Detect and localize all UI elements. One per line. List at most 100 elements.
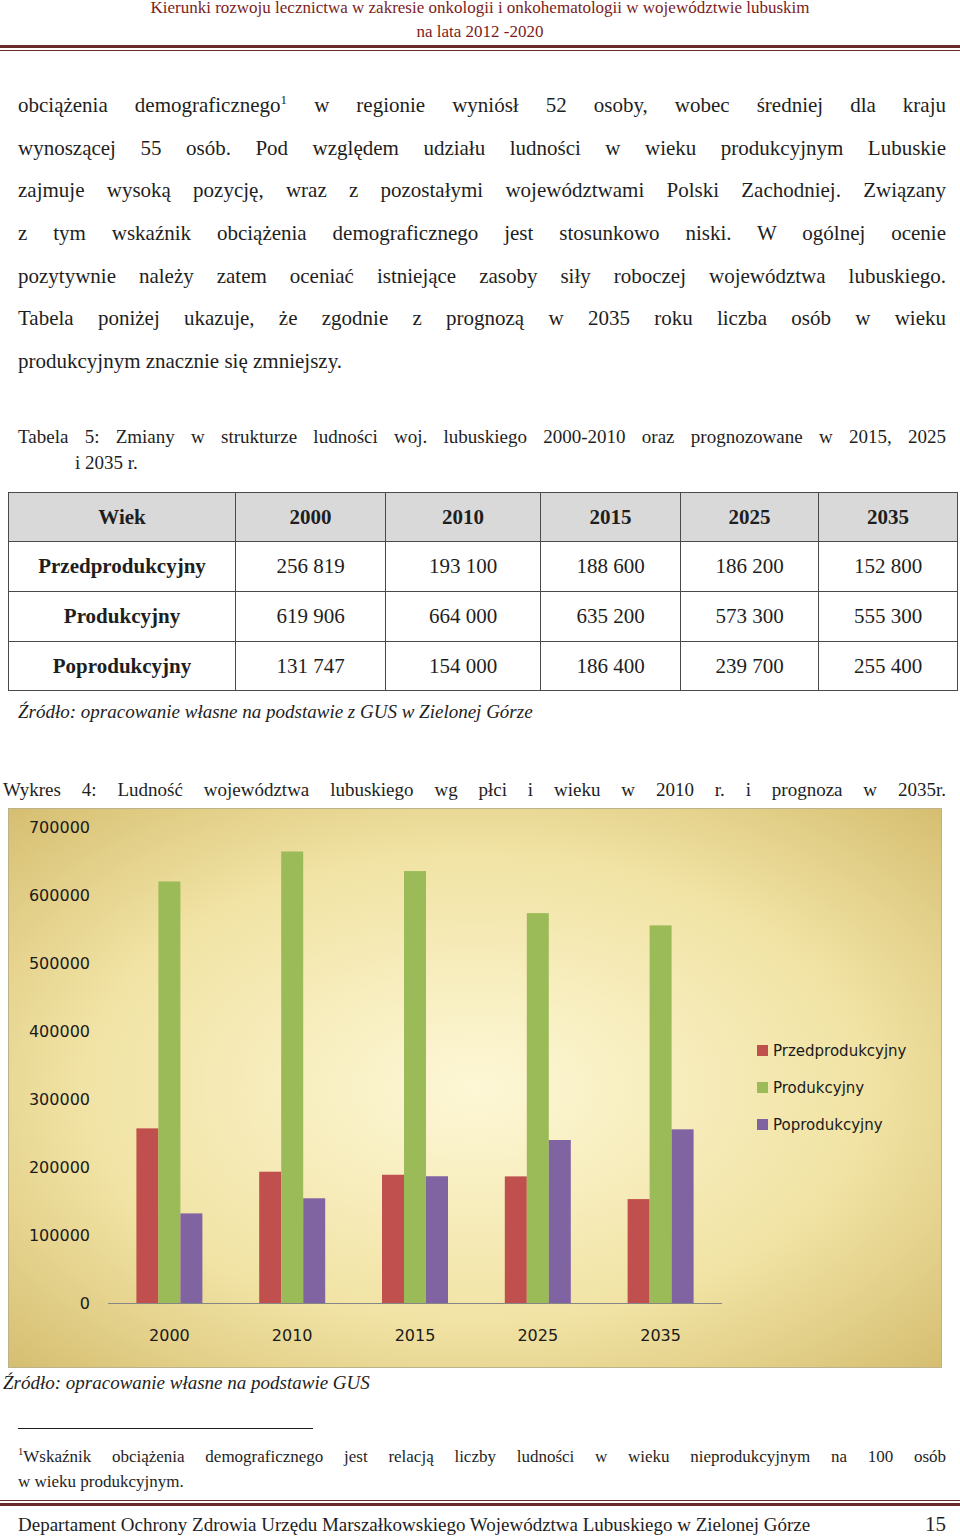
header-row: Wiek20002010201520252035 xyxy=(9,493,958,542)
y-tick-label: 200000 xyxy=(29,1158,90,1177)
table-cell: 255 400 xyxy=(819,642,958,691)
table-cell: 664 000 xyxy=(386,592,541,642)
table-caption: Tabela 5: Zmiany w strukturze ludności w… xyxy=(18,425,946,449)
table-cell: 188 600 xyxy=(541,542,681,592)
row-label: Poprodukcyjny xyxy=(9,642,236,691)
bars xyxy=(136,851,693,1303)
paragraph-line: pozytywnie należy zatem oceniać istnieją… xyxy=(18,263,946,289)
bar xyxy=(672,1129,694,1303)
table-cell: 573 300 xyxy=(681,592,819,642)
tick-mark xyxy=(105,1303,108,1304)
bar xyxy=(650,925,672,1303)
header-cell: 2035 xyxy=(819,493,958,542)
figure-caption: Wykres 4: Ludność województwa lubuskiego… xyxy=(3,778,946,802)
table-row: Produkcyjny619 906664 000635 200573 3005… xyxy=(9,592,958,642)
bar xyxy=(259,1172,281,1303)
table-cell: 131 747 xyxy=(236,642,386,691)
header-rule xyxy=(0,45,960,48)
bar xyxy=(136,1128,158,1303)
bar xyxy=(426,1176,448,1303)
table-caption: i 2035 r. xyxy=(75,451,138,475)
table-cell: 239 700 xyxy=(681,642,819,691)
legend-swatch xyxy=(757,1082,768,1093)
header-cell: 2015 xyxy=(541,493,681,542)
tick-mark xyxy=(105,1099,108,1100)
header-cell: Wiek xyxy=(9,493,236,542)
table-source: Źródło: opracowanie własne na podstawie … xyxy=(18,700,533,724)
chart-background xyxy=(9,809,942,1368)
bar xyxy=(549,1140,571,1303)
x-tick-label: 2000 xyxy=(149,1326,190,1345)
text: obciążenia demograficznego xyxy=(18,93,281,117)
header-cell: 2010 xyxy=(386,493,541,542)
footnote-line: w wieku produkcyjnym. xyxy=(18,1471,184,1493)
header-title: Kierunki rozwoju lecznictwa w zakresie o… xyxy=(0,0,960,18)
paragraph-line: Tabela poniżej ukazuje, że zgodnie z pro… xyxy=(18,305,946,331)
table-cell: 154 000 xyxy=(386,642,541,691)
bar xyxy=(158,881,180,1303)
y-tick-label: 100000 xyxy=(29,1226,90,1245)
y-tick-label: 0 xyxy=(80,1294,90,1313)
tick-mark xyxy=(105,827,108,828)
paragraph-line: obciążenia demograficznego1 w regionie w… xyxy=(18,92,946,118)
figure-source: Źródło: opracowanie własne na podstawie … xyxy=(3,1371,370,1395)
header-cell: 2000 xyxy=(236,493,386,542)
tick-mark xyxy=(105,1235,108,1236)
tick-mark xyxy=(105,963,108,964)
paragraph-line: produkcyjnym znacznie się zmniejszy. xyxy=(18,348,946,374)
x-tick-label: 2015 xyxy=(395,1326,436,1345)
x-tick-label: 2025 xyxy=(517,1326,558,1345)
footer-text: Departament Ochrony Zdrowia Urzędu Marsz… xyxy=(18,1513,810,1537)
row-label: Produkcyjny xyxy=(9,592,236,642)
footnote-ref: 1 xyxy=(18,1446,23,1457)
header-subtitle: na lata 2012 -2020 xyxy=(0,22,960,42)
y-tick-label: 300000 xyxy=(29,1090,90,1109)
chart: 0 100000 200000 300000 400000 500000 600000 700… xyxy=(8,808,942,1368)
paragraph-line: wynoszącej 55 osób. Pod względem udziału… xyxy=(18,135,946,161)
legend-label: Przedprodukcyjny xyxy=(773,1042,907,1060)
header-rule xyxy=(0,50,960,51)
tick-mark xyxy=(105,1031,108,1032)
x-axis-line xyxy=(108,1303,722,1304)
table-cell: 152 800 xyxy=(819,542,958,592)
bar xyxy=(505,1176,527,1303)
table-cell: 186 200 xyxy=(681,542,819,592)
x-tick-label: 2010 xyxy=(272,1326,313,1345)
table-cell: 186 400 xyxy=(541,642,681,691)
bar xyxy=(628,1199,650,1303)
page: Kierunki rozwoju lecznictwa w zakresie o… xyxy=(0,0,960,1538)
tick-mark xyxy=(105,895,108,896)
y-tick-label: 500000 xyxy=(29,954,90,973)
table-cell: 555 300 xyxy=(819,592,958,642)
table-row: Poprodukcyjny131 747154 000186 400239 70… xyxy=(9,642,958,691)
footnote-rule xyxy=(18,1428,313,1429)
text: Wskaźnik obciążenia demograficznego jest… xyxy=(23,1447,946,1466)
table-cell: 635 200 xyxy=(541,592,681,642)
table-row: Przedprodukcyjny256 819193 100188 600186… xyxy=(9,542,958,592)
bar xyxy=(382,1175,404,1303)
x-tick-label: 2035 xyxy=(640,1326,681,1345)
tick-mark xyxy=(105,1167,108,1168)
legend-label: Poprodukcyjny xyxy=(773,1116,883,1134)
bar xyxy=(527,913,549,1303)
bar xyxy=(281,851,303,1303)
data-table: Wiek20002010201520252035Przedprodukcyjny… xyxy=(8,492,958,691)
legend-label: Produkcyjny xyxy=(773,1079,864,1097)
legend-swatch xyxy=(757,1045,768,1056)
legend-swatch xyxy=(757,1119,768,1130)
paragraph-line: z tym wskaźnik obciążenia demograficzneg… xyxy=(18,220,946,246)
y-tick-label: 600000 xyxy=(29,886,90,905)
paragraph-line: zajmuje wysoką pozycję, wraz z pozostały… xyxy=(18,177,946,203)
table-cell: 256 819 xyxy=(236,542,386,592)
footer-rule xyxy=(0,1500,960,1501)
y-tick-label: 700000 xyxy=(29,818,90,837)
footnote-ref: 1 xyxy=(281,92,288,107)
bar xyxy=(303,1198,325,1303)
table-cell: 193 100 xyxy=(386,542,541,592)
table-cell: 619 906 xyxy=(236,592,386,642)
y-tick-label: 400000 xyxy=(29,1022,90,1041)
footnote-line: 1Wskaźnik obciążenia demograficznego jes… xyxy=(18,1446,946,1468)
text: w regionie wyniósł 52 osoby, wobec średn… xyxy=(287,93,946,117)
header-cell: 2025 xyxy=(681,493,819,542)
bar xyxy=(180,1213,202,1303)
